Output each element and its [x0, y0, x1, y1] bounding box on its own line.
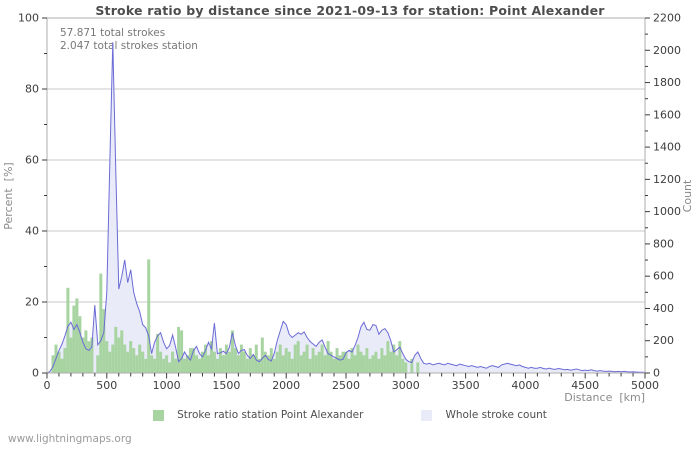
watermark-link[interactable]: www.lightningmaps.org	[8, 433, 132, 445]
svg-text:2000: 2000	[272, 379, 300, 392]
annotation-total-strokes: 57.871 total strokes	[60, 27, 166, 39]
svg-text:20: 20	[25, 296, 39, 309]
gridlines	[47, 88, 645, 303]
svg-text:2000: 2000	[653, 44, 681, 57]
annotation-box: 57.871 total strokes 2.047 total strokes…	[60, 27, 198, 53]
legend-item-whole-count: Whole stroke count	[421, 409, 547, 421]
svg-text:400: 400	[653, 302, 674, 315]
svg-text:1500: 1500	[212, 379, 240, 392]
svg-text:1200: 1200	[653, 173, 681, 186]
svg-text:0: 0	[653, 367, 660, 380]
svg-text:60: 60	[25, 154, 39, 167]
data-series	[46, 42, 646, 374]
svg-text:1400: 1400	[653, 141, 681, 154]
legend-item-stroke-ratio: Stroke ratio station Point Alexander	[153, 409, 363, 421]
svg-text:600: 600	[653, 270, 674, 283]
right-axis-title: Count	[681, 179, 694, 212]
svg-text:4000: 4000	[511, 379, 539, 392]
svg-text:1000: 1000	[653, 205, 681, 218]
svg-text:2500: 2500	[332, 379, 360, 392]
legend-label-whole-count: Whole stroke count	[445, 409, 547, 421]
svg-text:0: 0	[32, 367, 39, 380]
svg-text:500: 500	[96, 379, 117, 392]
svg-text:4500: 4500	[571, 379, 599, 392]
axes: 0 500 1000 1500 2000 2500 3000 3500 4000 4500 5000…	[18, 12, 681, 393]
svg-text:2200: 2200	[653, 12, 681, 25]
svg-text:800: 800	[653, 237, 674, 250]
legend-swatch-ratio-icon	[153, 409, 165, 421]
annotation-total-strokes-station: 2.047 total strokes station	[60, 40, 198, 52]
svg-text:1000: 1000	[153, 379, 181, 392]
left-axis-title: Percent [%]	[2, 162, 15, 229]
svg-text:80: 80	[25, 83, 39, 96]
svg-text:3000: 3000	[392, 379, 420, 392]
svg-text:40: 40	[25, 225, 39, 238]
svg-text:100: 100	[18, 12, 39, 25]
x-axis-title: Distance [km]	[564, 391, 645, 404]
chart-legend: Stroke ratio station Point Alexander Who…	[0, 409, 700, 421]
svg-text:1600: 1600	[653, 108, 681, 121]
svg-text:5000: 5000	[631, 379, 659, 392]
legend-swatch-count-icon	[421, 409, 433, 421]
chart-title: Stroke ratio by distance since 2021-09-1…	[95, 3, 605, 18]
svg-text:0: 0	[44, 379, 51, 392]
svg-text:1800: 1800	[653, 76, 681, 89]
legend-label-stroke-ratio: Stroke ratio station Point Alexander	[177, 409, 364, 421]
svg-text:3500: 3500	[452, 379, 480, 392]
svg-text:200: 200	[653, 334, 674, 347]
